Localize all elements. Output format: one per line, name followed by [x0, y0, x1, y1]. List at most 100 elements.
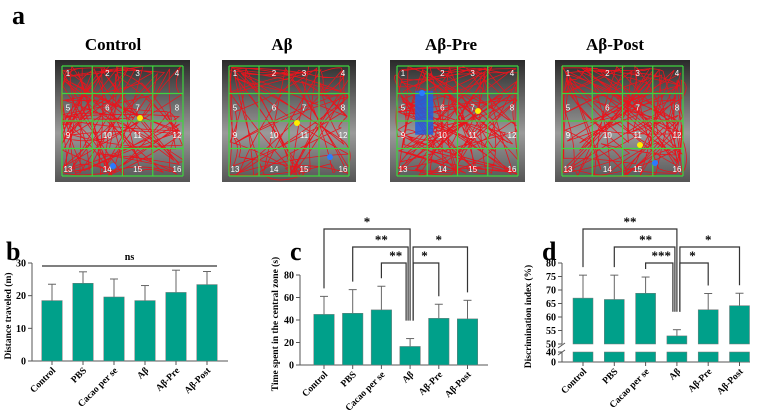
- x-tick-label: Aβ-Pre: [417, 370, 445, 398]
- zone-number: 9: [233, 131, 238, 140]
- y-tick-label: 0: [551, 358, 556, 369]
- y-tick-label: 40: [546, 348, 556, 359]
- zone-number: 9: [566, 131, 571, 140]
- end-position-marker: [419, 90, 425, 96]
- zone-number: 12: [673, 131, 682, 140]
- y-tick-label: 75: [546, 272, 556, 283]
- zone-number: 3: [302, 69, 307, 78]
- bar: [666, 335, 688, 345]
- zone-number: 9: [401, 131, 406, 140]
- movement-track: [561, 64, 687, 177]
- bar: [165, 292, 187, 362]
- zone-number: 2: [605, 69, 610, 78]
- zone-number: 10: [438, 131, 447, 140]
- significance-bracket: [412, 262, 440, 321]
- zone-number: 13: [564, 165, 573, 174]
- zone-number: 10: [103, 131, 112, 140]
- bar: [572, 297, 594, 345]
- y-tick-label: 0: [289, 361, 294, 372]
- zone-number: 16: [339, 165, 348, 174]
- significance-bracket: [380, 262, 407, 321]
- track-title: Control: [85, 35, 142, 54]
- zone-number: 8: [675, 103, 680, 112]
- zone-number: 11: [133, 131, 142, 140]
- movement-track: [394, 65, 519, 176]
- zone-number: 13: [231, 165, 240, 174]
- panel-label: b: [6, 237, 20, 266]
- x-tick-label: PBS: [601, 367, 620, 386]
- significance-label: *: [421, 248, 428, 263]
- zone-number: 3: [135, 69, 140, 78]
- significance-label: ***: [652, 248, 672, 263]
- zone-number: 7: [302, 103, 307, 112]
- zone-number: 10: [603, 131, 612, 140]
- bar-lower: [604, 351, 625, 363]
- bar: [457, 318, 478, 366]
- y-tick-label: 80: [546, 259, 556, 270]
- zone-number: 6: [105, 103, 110, 112]
- zone-number: 4: [341, 69, 346, 78]
- y-tick-label: 80: [284, 271, 294, 282]
- zone-number: 5: [233, 103, 238, 112]
- x-tick-label: Control: [560, 367, 590, 397]
- zone-number: 14: [270, 165, 279, 174]
- zone-number: 7: [635, 103, 640, 112]
- x-tick-label: Control: [29, 366, 59, 396]
- zone-number: 7: [470, 103, 475, 112]
- x-tick-label: PBS: [70, 366, 89, 385]
- zone-number: 6: [440, 103, 445, 112]
- track-title: Aβ-Post: [586, 35, 644, 54]
- zone-number: 12: [173, 131, 182, 140]
- zone-number: 2: [105, 69, 110, 78]
- significance-label: *: [689, 248, 696, 263]
- zone-number: 9: [66, 131, 71, 140]
- x-tick-label: Aβ-Pre: [687, 367, 715, 395]
- significance-label: **: [389, 248, 402, 263]
- zone-number: 1: [233, 69, 238, 78]
- zone-number: 15: [133, 165, 142, 174]
- significance-bracket: [613, 246, 676, 312]
- zone-number: 14: [103, 165, 112, 174]
- zone-number: 12: [339, 131, 348, 140]
- track-title: Aβ-Pre: [425, 35, 478, 54]
- y-tick-label: 70: [546, 286, 556, 297]
- significance-bracket: [352, 246, 409, 321]
- significance-label: *: [436, 232, 443, 247]
- x-tick-label: Aβ-Post: [183, 365, 214, 396]
- zone-number: 13: [64, 165, 73, 174]
- bar: [103, 296, 125, 362]
- bar: [134, 300, 156, 362]
- bar: [342, 313, 364, 366]
- track-title: Aβ: [271, 35, 292, 54]
- zone-number: 2: [440, 69, 445, 78]
- y-tick-label: 65: [546, 299, 556, 310]
- bar-lower: [697, 351, 719, 363]
- x-tick-label: Aβ: [136, 366, 151, 381]
- significance-label: ns: [125, 252, 135, 263]
- object-marker: [137, 115, 143, 121]
- y-tick-label: 55: [546, 326, 556, 337]
- zone-number: 11: [633, 131, 642, 140]
- y-tick-label: 30: [16, 259, 26, 270]
- zone-number: 16: [673, 165, 682, 174]
- zone-number: 14: [438, 165, 447, 174]
- zone-number: 4: [175, 69, 180, 78]
- bar-lower: [666, 351, 688, 363]
- significance-bracket: [323, 228, 411, 321]
- zone-number: 12: [508, 131, 517, 140]
- zone-number: 5: [66, 103, 71, 112]
- zone-number: 8: [510, 103, 515, 112]
- significance-bracket: [582, 228, 678, 312]
- bar-lower: [729, 351, 750, 363]
- zone-number: 8: [175, 103, 180, 112]
- y-tick-label: 20: [284, 338, 294, 349]
- y-tick-label: 20: [16, 291, 26, 302]
- y-tick-label: 0: [21, 357, 26, 368]
- zone-number: 10: [270, 131, 279, 140]
